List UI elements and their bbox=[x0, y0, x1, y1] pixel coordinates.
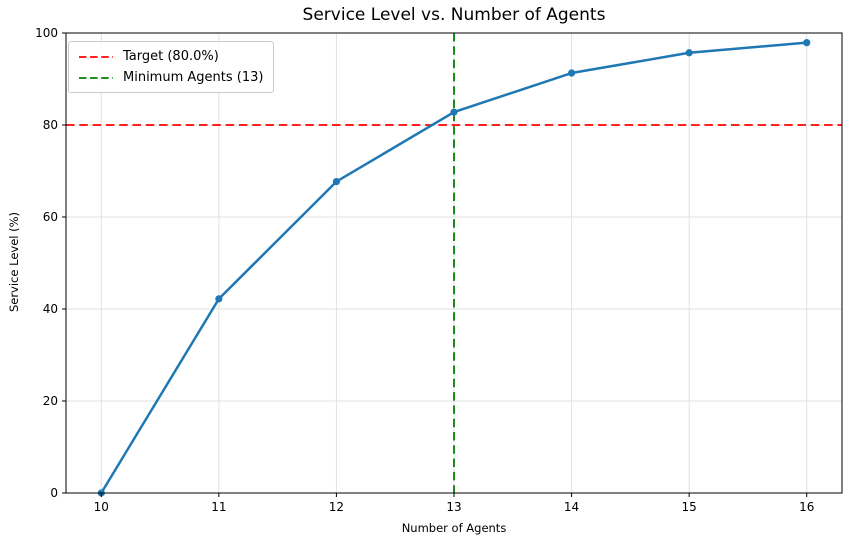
x-tick-label: 13 bbox=[446, 500, 461, 514]
data-point-marker bbox=[685, 49, 693, 57]
legend-item: Target (80.0%) bbox=[79, 50, 263, 63]
data-point-marker bbox=[803, 39, 811, 47]
y-tick-label: 0 bbox=[50, 486, 58, 500]
legend-label: Target (80.0%) bbox=[123, 49, 219, 64]
chart-title: Service Level vs. Number of Agents bbox=[302, 5, 606, 25]
y-axis-label: Service Level (%) bbox=[7, 211, 21, 313]
data-point-marker bbox=[215, 295, 223, 303]
legend: Target (80.0%) Minimum Agents (13) bbox=[68, 41, 275, 93]
y-tick-label: 40 bbox=[43, 302, 58, 316]
x-tick-label: 16 bbox=[799, 500, 814, 514]
data-point-marker bbox=[332, 177, 341, 186]
x-tick-label: 12 bbox=[329, 500, 344, 514]
legend-dash-swatch bbox=[79, 55, 113, 58]
legend-label: Minimum Agents (13) bbox=[123, 70, 264, 85]
x-tick-label: 11 bbox=[211, 500, 226, 514]
y-tick-label: 100 bbox=[35, 26, 58, 40]
x-tick-label: 14 bbox=[564, 500, 579, 514]
legend-item: Minimum Agents (13) bbox=[79, 71, 263, 84]
legend-dash-swatch bbox=[79, 76, 113, 79]
y-tick-label: 20 bbox=[43, 394, 58, 408]
data-point-marker bbox=[450, 108, 458, 116]
y-tick-label: 60 bbox=[43, 210, 58, 224]
x-tick-label: 10 bbox=[94, 500, 109, 514]
data-point-marker bbox=[567, 69, 576, 77]
x-tick-label: 15 bbox=[682, 500, 697, 514]
x-axis-label: Number of Agents bbox=[401, 521, 507, 535]
y-tick-label: 80 bbox=[43, 118, 58, 132]
